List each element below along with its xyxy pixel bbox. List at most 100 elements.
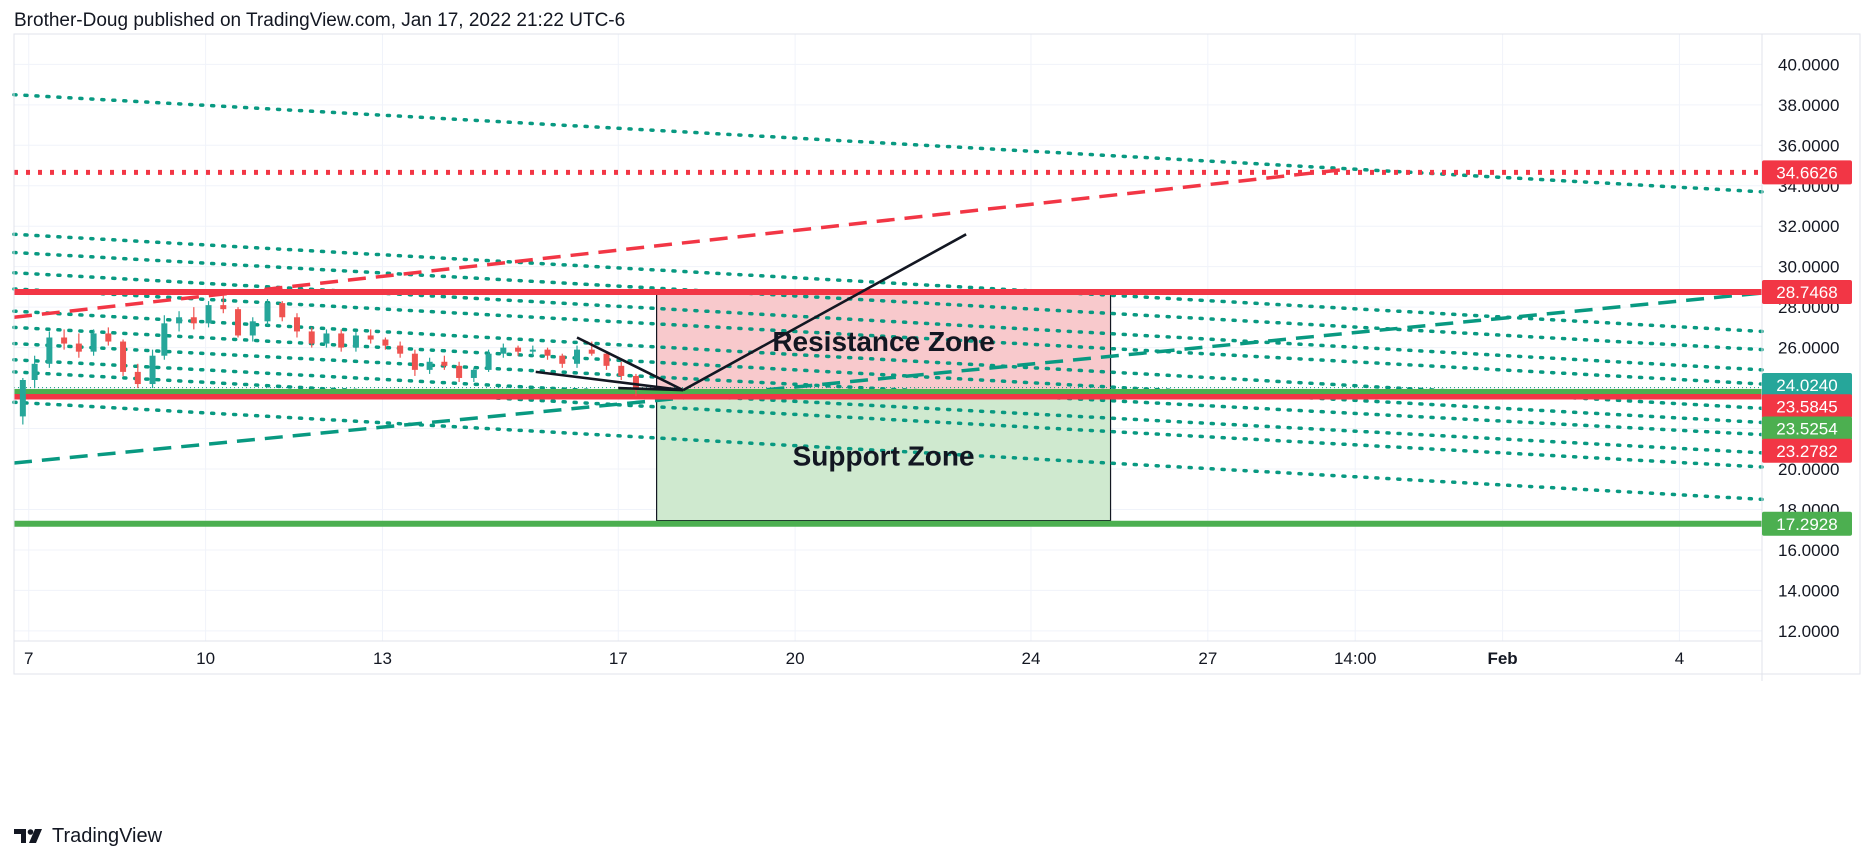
candle-body bbox=[544, 349, 551, 356]
price-badge-label: 23.2782 bbox=[1776, 442, 1837, 461]
candle-body bbox=[588, 349, 595, 354]
drawn-trend-line bbox=[618, 386, 684, 392]
candle-body bbox=[323, 333, 330, 344]
publisher-header: Brother-Doug published on TradingView.co… bbox=[14, 10, 625, 32]
time-tick-label: Feb bbox=[1487, 649, 1517, 668]
support-zone bbox=[656, 389, 1112, 522]
price-badge bbox=[1762, 280, 1852, 305]
fan-line bbox=[12, 92, 1764, 194]
price-tick-label: 12.0000 bbox=[1778, 622, 1839, 641]
candle-body bbox=[470, 369, 477, 378]
candle-body bbox=[220, 305, 227, 310]
price-tick-label: 30.0000 bbox=[1778, 258, 1839, 277]
trend-lines-layer bbox=[13, 167, 1763, 465]
price-tick-label: 14.0000 bbox=[1778, 581, 1839, 600]
time-tick-label: 13 bbox=[373, 649, 392, 668]
candle-body bbox=[293, 317, 300, 332]
candle-body bbox=[149, 355, 156, 385]
candle-body bbox=[515, 347, 522, 352]
chart-outline bbox=[13, 33, 1861, 675]
candle-body bbox=[441, 361, 448, 366]
resistance-zone-label: Resistance Zone bbox=[772, 326, 995, 357]
price-tick-label: 32.0000 bbox=[1778, 217, 1839, 236]
candle-body bbox=[485, 353, 492, 370]
price-badge-label: 23.5845 bbox=[1776, 397, 1837, 416]
candle-body bbox=[559, 355, 566, 364]
candle-body bbox=[574, 349, 581, 364]
candle-body bbox=[279, 303, 286, 318]
price-tick-label: 38.0000 bbox=[1778, 96, 1839, 115]
horizontal-lines-layer bbox=[14, 169, 1762, 527]
time-tick-label: 4 bbox=[1675, 649, 1684, 668]
candle-body bbox=[176, 317, 183, 324]
candle-body bbox=[264, 303, 271, 322]
price-badge-label: 24.0240 bbox=[1776, 376, 1837, 395]
candle-body bbox=[249, 321, 256, 336]
time-tick-label: 14:00 bbox=[1334, 649, 1377, 668]
price-badge bbox=[1762, 373, 1852, 398]
candle-body bbox=[529, 349, 536, 352]
candle-body bbox=[31, 363, 38, 380]
price-badge-label: 17.2928 bbox=[1776, 515, 1837, 534]
candle-body bbox=[75, 343, 82, 352]
price-labels-layer: 34.6626 28.7468 24.0240 23.5845 23.5254 23.27… bbox=[1762, 160, 1852, 536]
time-axis[interactable]: 7 10 13 17 20 24 27 14:00 Feb 4 bbox=[24, 649, 1684, 668]
drawn-trend-line bbox=[535, 370, 684, 392]
candle-body bbox=[603, 353, 610, 366]
candle-body bbox=[426, 361, 433, 370]
candle-body bbox=[161, 323, 168, 356]
time-tick-label: 24 bbox=[1022, 649, 1041, 668]
time-tick-label: 27 bbox=[1198, 649, 1217, 668]
candle-body bbox=[205, 305, 212, 324]
price-tick-label: 26.0000 bbox=[1778, 339, 1839, 358]
price-tick-label: 36.0000 bbox=[1778, 136, 1839, 155]
time-tick-label: 10 bbox=[196, 649, 215, 668]
candle-body bbox=[397, 345, 404, 354]
candle-body bbox=[134, 371, 141, 385]
zone-labels-layer: Resistance Zone Support Zone bbox=[772, 326, 995, 471]
candle-body bbox=[367, 335, 374, 340]
drawn-trend-line bbox=[682, 233, 967, 392]
footer-brand: TradingView bbox=[52, 824, 163, 847]
candle-body bbox=[120, 341, 127, 372]
price-axis[interactable]: 40.000038.000036.000034.000032.000030.00… bbox=[1778, 55, 1839, 641]
price-badge-label: 34.6626 bbox=[1776, 163, 1837, 182]
candle-body bbox=[19, 379, 26, 417]
candle-body bbox=[618, 365, 625, 376]
candle-body bbox=[190, 317, 197, 324]
drawings-layer bbox=[535, 233, 967, 392]
price-badge bbox=[1762, 160, 1852, 185]
candle-body bbox=[352, 335, 359, 348]
candle-body bbox=[235, 309, 242, 336]
tradingview-logo-icon bbox=[14, 829, 42, 843]
drawn-trend-line bbox=[576, 336, 684, 392]
candle-body bbox=[61, 337, 68, 344]
chart-frame bbox=[13, 33, 1861, 681]
candle-body bbox=[411, 353, 418, 370]
candle-body bbox=[46, 337, 53, 364]
time-tick-label: 20 bbox=[786, 649, 805, 668]
price-badge bbox=[1762, 438, 1852, 463]
price-badge bbox=[1762, 511, 1852, 536]
price-badge bbox=[1762, 416, 1852, 441]
price-badge-label: 23.5254 bbox=[1776, 420, 1837, 439]
candle-body bbox=[90, 333, 97, 352]
candle-body bbox=[338, 333, 345, 348]
teal-trend-line bbox=[13, 291, 1763, 465]
price-badge bbox=[1762, 394, 1852, 419]
candle-body bbox=[500, 347, 507, 354]
price-tick-label: 40.0000 bbox=[1778, 55, 1839, 74]
time-tick-label: 17 bbox=[609, 649, 628, 668]
candles-layer bbox=[19, 295, 639, 425]
candle-body bbox=[105, 333, 112, 342]
publisher-line: Brother-Doug published on TradingView.co… bbox=[14, 10, 626, 31]
price-tick-label: 16.0000 bbox=[1778, 541, 1839, 560]
candle-body bbox=[308, 331, 315, 344]
candle-body bbox=[382, 339, 389, 346]
candle-body bbox=[456, 365, 463, 378]
footer: TradingView bbox=[14, 823, 162, 849]
support-zone-label: Support Zone bbox=[793, 440, 975, 471]
price-badge-label: 28.7468 bbox=[1776, 283, 1837, 302]
price-tick-label: 20.0000 bbox=[1778, 460, 1839, 479]
